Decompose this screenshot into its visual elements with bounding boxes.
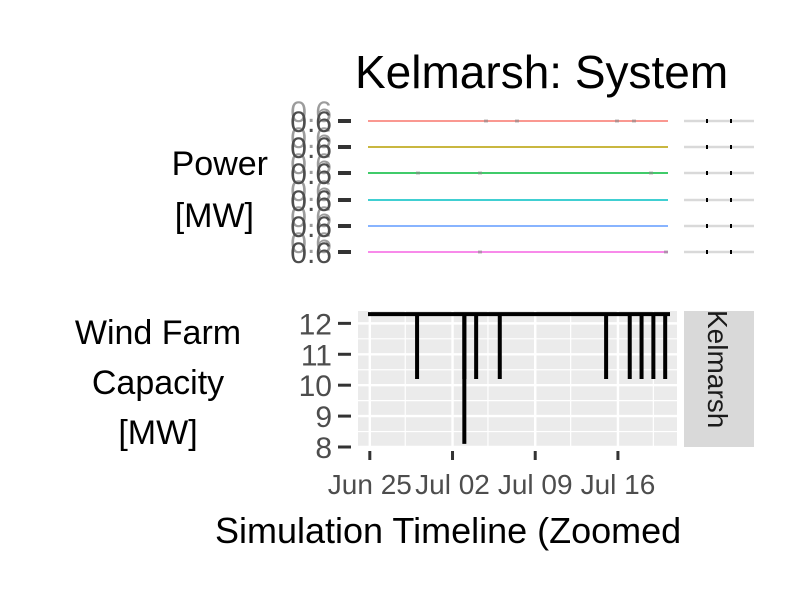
power-ytick-label: 0.6 [290, 237, 332, 270]
power-glitch-marker [478, 171, 482, 175]
power-glitch-marker [632, 119, 636, 123]
facet-strip [684, 311, 754, 447]
power-ylabel-line-1: Power [172, 145, 268, 183]
power-glitch-marker [664, 250, 668, 254]
power-glitch-marker [649, 171, 653, 175]
capacity-xtick-label: Jul 02 [415, 469, 490, 500]
power-ytick-label: 0.6 [290, 185, 332, 218]
capacity-ytick-label: 8 [315, 432, 332, 465]
power-glitch-marker [515, 119, 519, 123]
power-ytick-label-ghost: 0.6 [290, 148, 332, 181]
capacity-ytick-label: 12 [299, 308, 332, 341]
capacity-xtick-label: Jul 09 [498, 469, 573, 500]
power-panel: Power[MW]0.60.60.60.60.60.60.60.60.60.60… [172, 96, 754, 270]
power-glitch-marker [484, 119, 488, 123]
capacity-panel-background [358, 311, 677, 447]
power-ytick-label-ghost: 0.6 [290, 175, 332, 208]
capacity-ylabel-line-1: Wind Farm [75, 314, 241, 352]
capacity-xtick-label: Jul 16 [581, 469, 656, 500]
power-glitch-marker [615, 119, 619, 123]
power-ytick-label: 0.6 [290, 158, 332, 191]
chart-title: Kelmarsh: System [355, 46, 728, 98]
facet-strip-label: Kelmarsh [702, 310, 733, 428]
capacity-xtick-label: Jun 25 [328, 469, 412, 500]
power-glitch-marker [416, 171, 420, 175]
power-ytick-label-ghost: 0.6 [290, 122, 332, 155]
power-glitch-marker [478, 250, 482, 254]
power-ytick-label-ghost: 0.6 [290, 201, 332, 234]
power-ytick-label: 0.6 [290, 132, 332, 165]
capacity-ytick-label: 11 [301, 339, 332, 372]
capacity-ytick-label: 10 [299, 370, 332, 403]
x-axis-title: Simulation Timeline (Zoomed [215, 510, 681, 551]
power-ylabel-line-2: [MW] [175, 197, 254, 235]
capacity-ytick-label: 9 [315, 401, 332, 434]
power-ytick-label: 0.6 [290, 106, 332, 139]
power-ytick-label-ghost: 0.6 [290, 227, 332, 260]
capacity-ylabel-line-3: [MW] [118, 414, 197, 452]
power-ytick-label: 0.6 [290, 211, 332, 244]
capacity-ylabel-line-2: Capacity [92, 364, 224, 402]
power-ytick-label-ghost: 0.6 [290, 96, 332, 129]
